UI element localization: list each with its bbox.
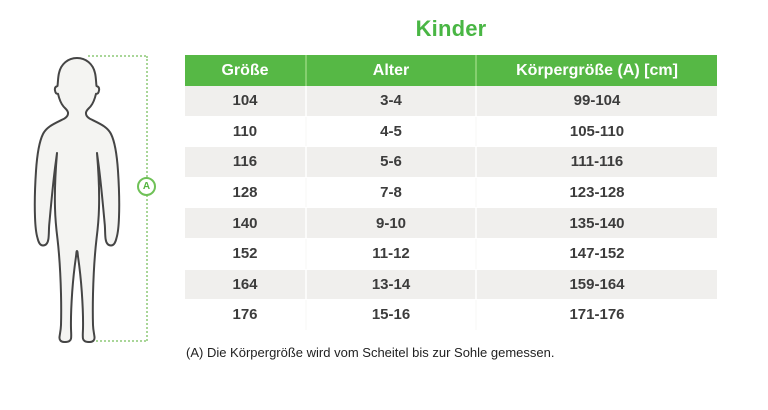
table-cell: 116 [232, 153, 258, 171]
table-row: 176 15-16 171-176 [185, 300, 717, 331]
table-cell: 110 [232, 122, 258, 140]
column-header: Größe [221, 61, 269, 79]
table-row: 152 11-12 147-152 [185, 238, 717, 270]
table-cell: 15-16 [305, 300, 475, 330]
footnote: (A) Die Körpergröße wird vom Scheitel bi… [186, 345, 555, 360]
table-row: 104 3-4 99-104 [185, 86, 717, 117]
measurement-line-bottom [96, 340, 146, 342]
table-cell: 152 [232, 245, 258, 263]
table-row: 116 5-6 111-116 [185, 147, 717, 178]
table-cell: 5-6 [305, 147, 475, 177]
table-body: 104 3-4 99-104 110 4-5 105-110 116 5-6 111-116 12… [185, 86, 717, 331]
table-cell: 140 [232, 214, 258, 232]
table-row: 164 13-14 159-164 [185, 269, 717, 301]
column-header: Körpergröße (A) [cm] [475, 55, 717, 86]
column-header: Alter [305, 55, 475, 86]
table-cell: 111-116 [475, 147, 717, 177]
page-title: Kinder [415, 16, 487, 41]
table-cell: 135-140 [475, 208, 717, 238]
measurement-line-vertical [146, 56, 148, 341]
measurement-marker-a: A [137, 177, 156, 196]
table-cell: 11-12 [305, 238, 475, 269]
size-table: Größe Alter Körpergröße (A) [cm] 104 3-4 99-… [185, 55, 717, 331]
table-cell: 164 [232, 275, 258, 293]
table-cell: 99-104 [475, 86, 717, 116]
table-cell: 104 [232, 92, 258, 110]
table-cell: 128 [232, 184, 258, 202]
child-silhouette-icon [33, 57, 121, 343]
table-cell: 176 [232, 306, 258, 324]
table-cell: 3-4 [305, 86, 475, 116]
table-cell: 159-164 [475, 269, 717, 300]
table-cell: 123-128 [475, 177, 717, 208]
table-cell: 7-8 [305, 177, 475, 208]
table-cell: 105-110 [475, 116, 717, 147]
table-cell: 9-10 [305, 208, 475, 238]
table-row: 110 4-5 105-110 [185, 116, 717, 148]
table-row: 128 7-8 123-128 [185, 177, 717, 209]
measurement-line-top [88, 55, 146, 57]
table-header-row: Größe Alter Körpergröße (A) [cm] [185, 55, 717, 86]
table-row: 140 9-10 135-140 [185, 208, 717, 239]
table-cell: 4-5 [305, 116, 475, 147]
table-cell: 13-14 [305, 269, 475, 300]
table-cell: 171-176 [475, 300, 717, 330]
table-cell: 147-152 [475, 238, 717, 269]
